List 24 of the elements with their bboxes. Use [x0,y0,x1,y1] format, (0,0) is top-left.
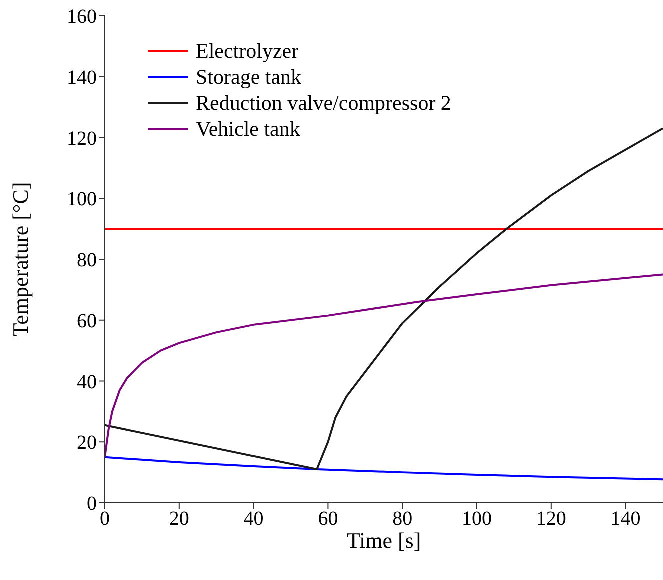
x-tick-label: 20 [169,508,190,530]
line-series [105,456,663,481]
y-tick-label: 120 [67,128,97,150]
y-tick-label: 60 [77,310,97,332]
legend-label: Storage tank [196,64,302,90]
y-tick-label: 40 [77,371,97,394]
legend-label: Electrolyzer [196,38,299,64]
y-tick-label: 160 [67,6,97,28]
y-tick-label: 80 [77,250,97,272]
line-series [105,274,663,458]
x-tick-label: 60 [318,508,338,530]
y-axis-title: Temperature [°C] [8,182,33,337]
y-tick-label: 140 [67,66,97,89]
y-tick-label: 100 [67,188,97,211]
y-tick-label: 0 [87,493,97,516]
x-axis-title: Time [s] [346,528,422,553]
x-tick-label: 40 [244,508,264,530]
legend-label: Vehicle tank [196,116,300,142]
legend-label: Reduction valve/compressor 2 [196,90,452,116]
x-tick-label: 80 [392,508,413,530]
x-tick-label: 100 [462,508,492,530]
y-tick-label: 20 [77,432,97,454]
x-tick-label: 140 [610,508,641,530]
x-tick-label: 120 [536,508,566,530]
